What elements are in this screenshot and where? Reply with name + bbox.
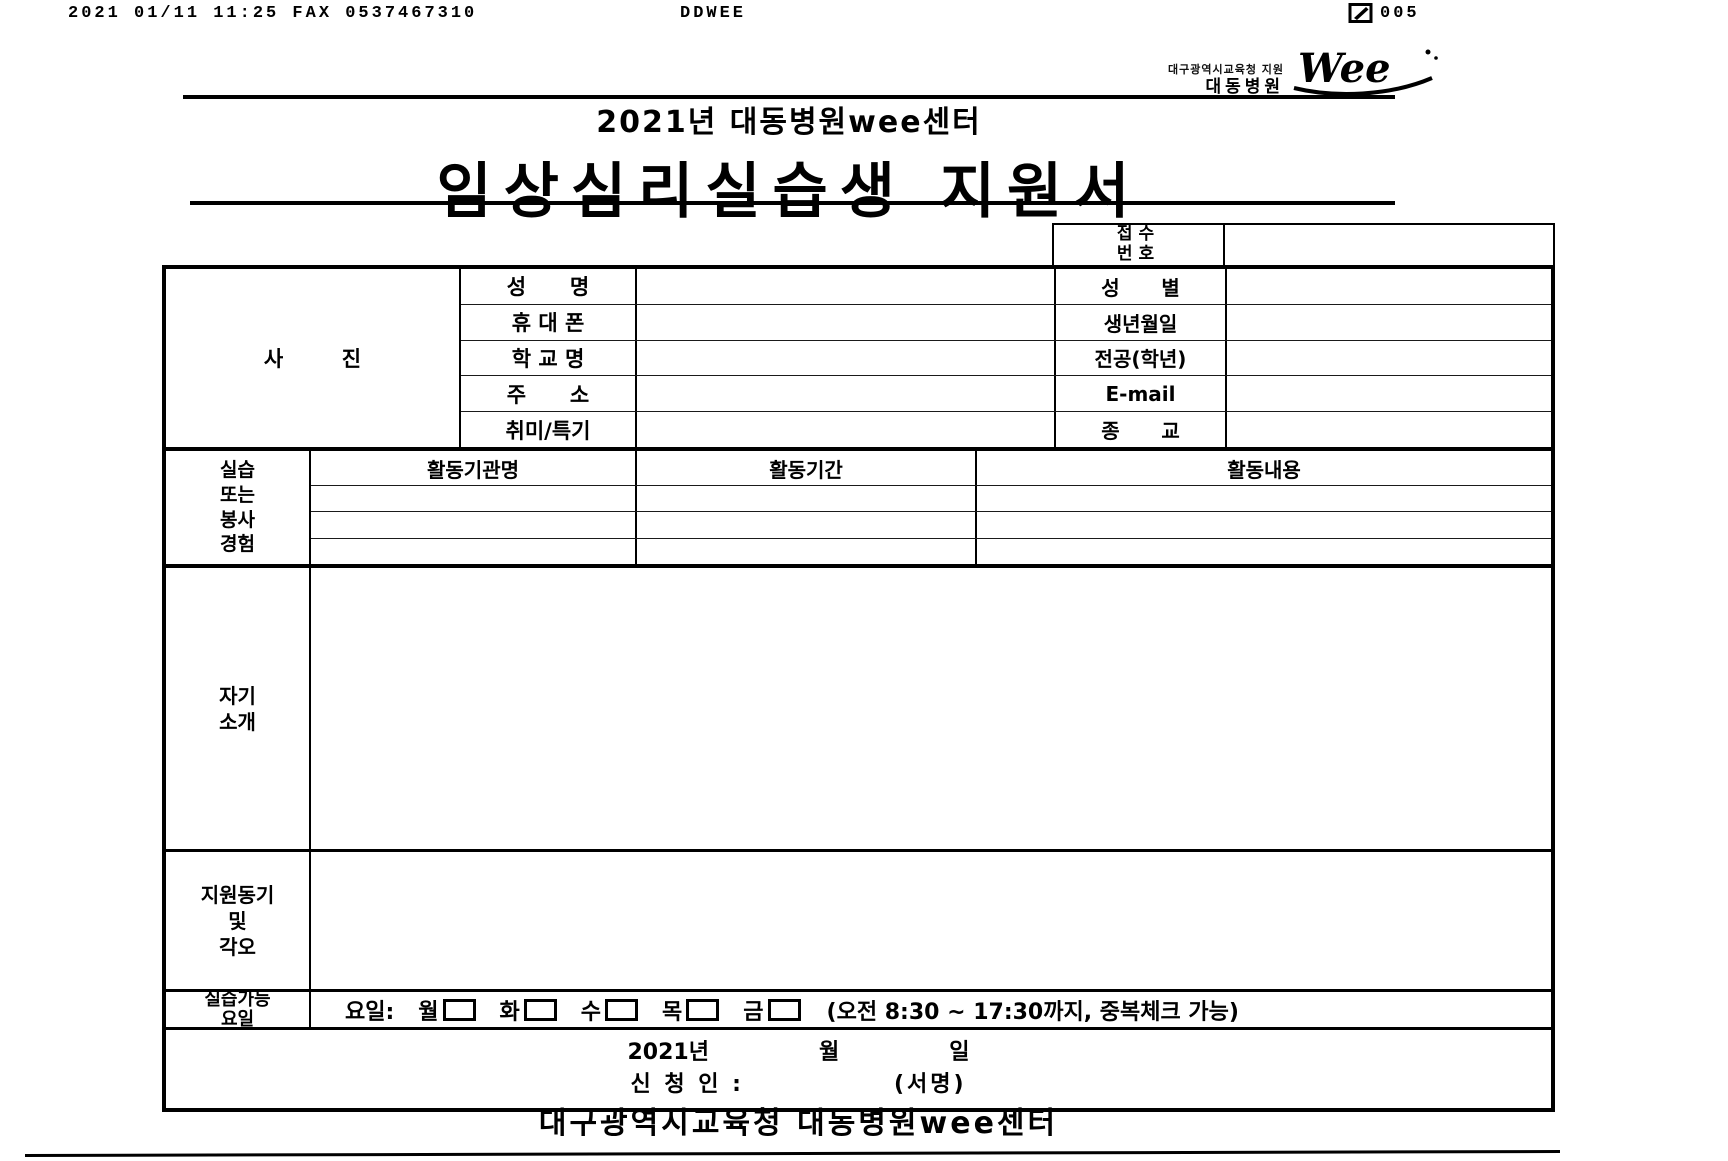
fax-timestamp: 2021 01/11 11:25 FAX 0537467310	[68, 4, 478, 23]
logo-brand-text: Wee	[1298, 45, 1391, 92]
day-checkbox-tue[interactable]	[523, 998, 557, 1021]
bottom-page-rule	[24, 1149, 1561, 1158]
fax-header: 2021 01/11 11:25 FAX 0537467310 DDWEE 00…	[0, 2, 1728, 28]
motivation-field[interactable]	[311, 852, 1551, 989]
address-label: 주 소	[461, 376, 637, 412]
phone-field[interactable]	[637, 304, 1056, 340]
date-day: 일	[949, 1040, 970, 1065]
school-label: 학 교 명	[461, 340, 637, 376]
experience-period-field[interactable]	[637, 486, 977, 512]
table-row: 성 명 성 별	[461, 269, 1551, 304]
gender-label: 성 별	[1056, 269, 1227, 304]
experience-col-content: 활동내용	[1227, 457, 1301, 482]
title-bottom-rule	[190, 201, 1395, 205]
experience-period-field[interactable]	[637, 512, 977, 538]
experience-period-field[interactable]	[637, 538, 977, 564]
email-label: E-mail	[1056, 376, 1227, 412]
experience-col-period: 활동기간	[637, 451, 977, 485]
photo-cell: 사 진	[166, 269, 461, 447]
experience-section: 실습 또는 봉사 경험 활동기관명 활동기간 활동내용	[166, 447, 1551, 564]
experience-institution-field[interactable]	[311, 512, 637, 538]
title-top-rule	[183, 95, 1395, 99]
experience-content-field[interactable]	[977, 486, 1551, 511]
logo-org-small: 대구광역시교육청 지원	[1168, 63, 1285, 76]
available-days-section: 실습가능 요일 요일: 월 화 수 목	[166, 989, 1551, 1029]
form-title-main: 임상심리실습생 지원서	[436, 157, 1142, 227]
receipt-number-box: 접수 번호	[1052, 223, 1555, 267]
experience-section-label: 실습 또는 봉사 경험	[166, 451, 311, 564]
applicant-line: 신 청 인 : (서명)	[630, 1066, 966, 1098]
name-label: 성 명	[461, 269, 637, 304]
table-row: 주 소 E-mail	[461, 375, 1551, 412]
email-field[interactable]	[1227, 376, 1551, 411]
day-name-wed: 수	[580, 999, 602, 1025]
receipt-number-value[interactable]	[1225, 225, 1553, 265]
logo-org-name: 대동병원	[1205, 76, 1285, 97]
day-checkbox-wed[interactable]	[605, 998, 639, 1021]
day-checkbox-thu[interactable]	[686, 998, 720, 1021]
days-prefix: 요일:	[345, 999, 395, 1025]
experience-header-row: 활동기관명 활동기간 활동내용	[311, 451, 1551, 485]
name-field[interactable]	[637, 269, 1056, 304]
application-form-table: 사 진 성 명 성 별 휴 대 폰 생년월일 학 교 명	[162, 265, 1555, 1141]
day-checkbox-fri[interactable]	[767, 998, 801, 1021]
day-name-thu: 목	[662, 999, 683, 1025]
hobby-label: 취미/특기	[461, 412, 637, 447]
available-days-label: 실습가능 요일	[166, 989, 311, 1029]
date-month: 월	[818, 1040, 840, 1065]
days-time-note: (오전 8:30 ~ 17:30까지, 중복체크 가능)	[826, 999, 1239, 1025]
experience-col-institution: 활동기관명	[311, 451, 637, 485]
major-label: 전공(학년)	[1056, 340, 1227, 376]
religion-field[interactable]	[1227, 412, 1551, 447]
applicant-label: 신 청 인 :	[630, 1072, 744, 1097]
self-intro-section: 자기 소개	[166, 564, 1551, 849]
day-checkbox-mon[interactable]	[442, 998, 476, 1021]
date-line: 2021년 월 일	[628, 1034, 970, 1066]
wee-script-icon: Wee	[1293, 45, 1438, 96]
table-row: 휴 대 폰 생년월일	[461, 303, 1551, 340]
self-intro-label: 자기 소개	[166, 568, 311, 849]
experience-content-field[interactable]	[977, 512, 1551, 537]
signature-label: (서명)	[893, 1072, 967, 1097]
major-field[interactable]	[1227, 341, 1551, 376]
hobby-field[interactable]	[637, 412, 1056, 447]
personal-info-section: 사 진 성 명 성 별 휴 대 폰 생년월일 학 교 명	[166, 269, 1551, 447]
table-row: 취미/특기 종 교	[461, 411, 1551, 447]
form-title-year: 2021년 대동병원wee센터	[596, 105, 982, 140]
self-intro-field[interactable]	[311, 568, 1551, 849]
available-days-row: 요일: 월 화 수 목 금	[311, 992, 1551, 1027]
experience-institution-field[interactable]	[311, 486, 637, 512]
experience-institution-field[interactable]	[311, 538, 637, 564]
experience-row	[311, 537, 1551, 564]
gender-field[interactable]	[1227, 269, 1551, 304]
experience-row	[311, 511, 1551, 538]
wee-center-logo: 대구광역시교육청 지원 대동병원 Wee	[1168, 42, 1440, 98]
birthdate-field[interactable]	[1227, 305, 1551, 340]
date-year: 2021년	[627, 1040, 709, 1065]
day-name-fri: 금	[743, 999, 764, 1025]
day-name-tue: 화	[499, 999, 520, 1025]
phone-label: 휴 대 폰	[461, 304, 637, 340]
motivation-section: 지원동기 및 각오	[166, 849, 1551, 989]
religion-label: 종 교	[1056, 412, 1227, 447]
experience-row	[311, 485, 1551, 512]
day-name-mon: 월	[418, 999, 439, 1025]
experience-content-field[interactable]	[977, 539, 1551, 564]
school-field[interactable]	[637, 340, 1056, 376]
birthdate-label: 생년월일	[1056, 304, 1227, 340]
fax-page-number: 005	[1380, 3, 1420, 23]
receipt-number-label: 접수 번호	[1054, 225, 1225, 265]
table-row: 학 교 명 전공(학년)	[461, 339, 1551, 376]
org-name: 대구광역시교육청 대동병원wee센터	[538, 1106, 1059, 1141]
fax-sender: DDWEE	[680, 4, 747, 23]
address-field[interactable]	[637, 376, 1056, 412]
motivation-label: 지원동기 및 각오	[166, 852, 311, 989]
signature-section: 2021년 월 일 신 청 인 : (서명) 대구광역시교육청 대동병원wee센…	[166, 1027, 1551, 1141]
fax-page-sent-icon	[1348, 3, 1373, 23]
